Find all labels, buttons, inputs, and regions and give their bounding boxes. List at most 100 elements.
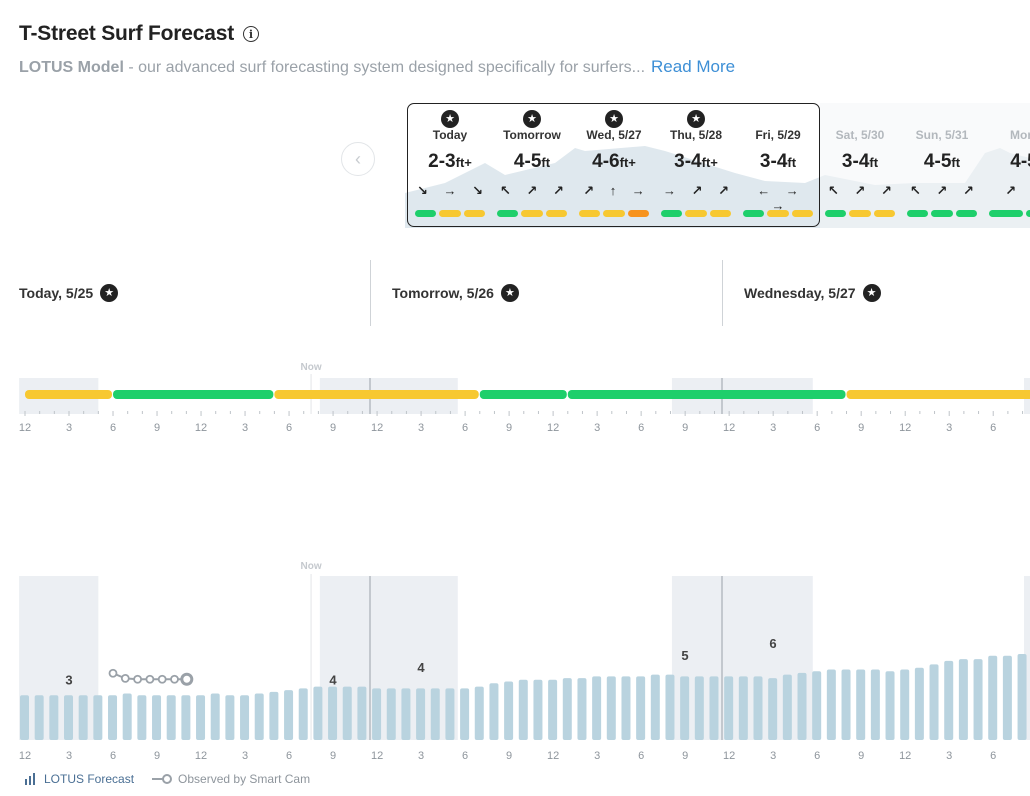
hour-tick-label: 12: [371, 750, 383, 762]
condition-pill: [579, 210, 601, 217]
condition-segment: [25, 390, 113, 399]
day-card[interactable]: ★ Wed, 5/27 4-6ft+ ↗ ↑ →: [573, 103, 655, 227]
height-range: 4-5: [513, 151, 542, 172]
height-unit: ft: [541, 155, 551, 170]
condition-pill: [709, 210, 731, 217]
condition-pill: [767, 210, 789, 217]
wind-arrows-icon: ↖ ↗ ↗: [500, 183, 570, 198]
prev-days-button[interactable]: ‹: [341, 142, 375, 176]
condition-pill: [439, 210, 461, 217]
hour-tick-label: 9: [154, 422, 160, 434]
forecast-bar: [988, 655, 998, 740]
hour-tick-label: 12: [547, 422, 559, 434]
condition-bars: [989, 210, 1030, 217]
forecast-bar: [709, 676, 719, 740]
read-more-link[interactable]: Read More: [651, 57, 736, 76]
hour-tick-label: 6: [990, 422, 996, 434]
day-card[interactable]: Mon, 4-5 ↗ ↗: [983, 103, 1030, 227]
day-card-name: Tomorrow: [503, 128, 561, 142]
day-card-height: 4-5ft: [491, 151, 573, 173]
day-card-height: 3-4ft: [819, 151, 901, 173]
forecast-bar: [958, 659, 968, 740]
wind-arrows-icon: ↖ ↗ ↗: [910, 183, 980, 198]
height-range: 4-5: [923, 151, 952, 172]
condition-segment: [274, 390, 479, 399]
chevron-left-icon: ‹: [355, 148, 361, 169]
forecast-bar: [826, 669, 836, 740]
height-unit: ft+: [455, 155, 472, 170]
day-card[interactable]: Sun, 5/31 4-5ft ↖ ↗ ↗: [901, 103, 983, 227]
hour-tick-label: 3: [946, 422, 952, 434]
forecast-bar: [181, 695, 191, 740]
condition-bars: [579, 210, 649, 217]
forecast-bar: [518, 679, 528, 740]
day-card[interactable]: ★ Today 2-3ft+ ↘ → ↘: [409, 103, 491, 227]
legend-observed-label: Observed by Smart Cam: [178, 772, 311, 786]
hour-tick-label: 12: [899, 750, 911, 762]
wind-arrows-icon: ↖ ↗ ↗: [828, 183, 898, 198]
title-row: T-Street Surf Forecast i: [19, 22, 259, 46]
hour-tick-label: 3: [242, 422, 248, 434]
day-card-height: 4-5ft: [901, 151, 983, 173]
hour-tick-label: 3: [946, 750, 952, 762]
hour-tick-label: 6: [462, 750, 468, 762]
hour-tick-label: 9: [506, 750, 512, 762]
condition-segment: [113, 390, 274, 399]
star-icon: ★: [441, 110, 459, 128]
info-icon[interactable]: i: [243, 26, 259, 42]
hour-tick-label: 9: [858, 422, 864, 434]
hour-tick-label: 12: [19, 422, 31, 434]
day-card[interactable]: ★ Tomorrow 4-5ft ↖ ↗ ↗: [491, 103, 573, 227]
height-unit: ft: [869, 155, 879, 170]
condition-pill: [931, 210, 953, 217]
hour-tick-label: 12: [547, 750, 559, 762]
observed-point: [170, 674, 179, 684]
condition-bars: [661, 210, 731, 217]
hour-tick-label: 6: [638, 422, 644, 434]
star-icon: ★: [605, 110, 623, 128]
forecast-bar: [34, 695, 44, 740]
legend-forecast[interactable]: LOTUS Forecast: [24, 772, 134, 786]
day-header-label: Wednesday, 5/27: [744, 285, 856, 301]
forecast-bar: [460, 688, 470, 740]
condition-pill: [825, 210, 847, 217]
forecast-bar: [694, 676, 704, 740]
chart-legend: LOTUS Forecast Observed by Smart Cam: [24, 772, 328, 786]
condition-bars: [743, 210, 813, 217]
page-title: T-Street Surf Forecast: [19, 22, 234, 45]
day-card[interactable]: ★ Thu, 5/28 3-4ft+ → ↗ ↗: [655, 103, 737, 227]
condition-pill: [603, 210, 625, 217]
day-card[interactable]: Sat, 5/30 3-4ft ↖ ↗ ↗: [819, 103, 901, 227]
condition-bars: [907, 210, 977, 217]
hour-tick-label: 3: [418, 750, 424, 762]
legend-observed[interactable]: Observed by Smart Cam: [152, 772, 310, 786]
forecast-bar: [680, 676, 690, 740]
forecast-bar: [372, 688, 382, 740]
hour-tick-label: 3: [594, 750, 600, 762]
hour-tick-label: 6: [814, 422, 820, 434]
forecast-bar: [401, 688, 411, 740]
forecast-bar: [724, 676, 734, 740]
height-unit: ft: [787, 155, 797, 170]
condition-pill: [685, 210, 707, 217]
day-header-today[interactable]: Today, 5/25 ★: [19, 260, 119, 326]
observed-point: [108, 668, 118, 678]
day-divider: [722, 260, 723, 326]
day-header-tomorrow[interactable]: Tomorrow, 5/26 ★: [392, 260, 519, 326]
forecast-bar: [768, 678, 778, 740]
forecast-bar: [386, 688, 396, 740]
swell-background-graphic: [405, 103, 1030, 228]
forecast-bar: [64, 695, 74, 740]
height-range: 4-6: [592, 151, 620, 172]
day-cards-strip: ★ Today 2-3ft+ ↘ → ↘ ★ Tomorrow 4-5ft ↖ ↗ ↗ ★ Wed…: [405, 103, 1030, 228]
observed-point: [120, 674, 130, 683]
wind-arrows-icon: ↗ ↑ →: [583, 183, 651, 198]
forecast-bar: [782, 674, 792, 740]
hour-tick-label: 9: [682, 422, 688, 434]
hour-tick-label: 12: [195, 422, 207, 434]
wind-arrows-icon: ↗ ↗: [1005, 183, 1030, 198]
model-subtitle: LOTUS Model - our advanced surf forecast…: [19, 57, 735, 77]
forecast-bar: [474, 686, 484, 740]
day-card[interactable]: Fri, 5/29 3-4ft ← → →: [737, 103, 819, 227]
day-header-wednesday[interactable]: Wednesday, 5/27 ★: [744, 260, 881, 326]
